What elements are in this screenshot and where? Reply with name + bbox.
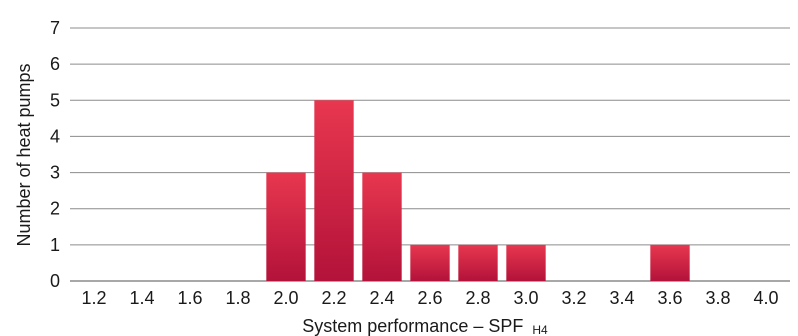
y-tick-label: 7 [50, 18, 60, 38]
x-tick-label: 3.6 [657, 288, 682, 308]
y-tick-label: 0 [50, 271, 60, 291]
x-tick-label: 2.8 [465, 288, 490, 308]
x-tick-label: 1.6 [177, 288, 202, 308]
x-tick-label: 1.8 [225, 288, 250, 308]
bar [458, 244, 498, 281]
x-tick-label: 3.2 [561, 288, 586, 308]
y-tick-label: 4 [50, 126, 60, 146]
y-tick-label: 2 [50, 199, 60, 219]
x-tick-label: 3.4 [609, 288, 634, 308]
y-tick-labels: 0 1 2 3 4 5 6 7 [50, 18, 60, 291]
y-tick-label: 6 [50, 54, 60, 74]
bar [410, 244, 450, 281]
x-tick-label: 3.8 [705, 288, 730, 308]
y-tick-label: 5 [50, 90, 60, 110]
gridlines [70, 27, 790, 282]
x-axis-label-subscript: H4 [532, 323, 548, 336]
x-tick-label: 2.2 [321, 288, 346, 308]
bar [314, 100, 354, 282]
x-axis-label-main: System performance – SPF [302, 316, 523, 336]
bar [650, 244, 690, 281]
x-tick-label: 1.4 [129, 288, 154, 308]
x-tick-label: 1.2 [81, 288, 106, 308]
x-tick-label: 2.4 [369, 288, 394, 308]
y-axis-label: Number of heat pumps [14, 63, 34, 246]
y-tick-label: 3 [50, 163, 60, 183]
x-tick-label: 2.0 [273, 288, 298, 308]
x-axis-label: System performance – SPF H4 [302, 316, 548, 336]
bar [362, 172, 402, 281]
y-tick-label: 1 [50, 235, 60, 255]
x-tick-label: 3.0 [513, 288, 538, 308]
bar [266, 172, 306, 281]
x-tick-labels: 1.2 1.4 1.6 1.8 2.0 2.2 2.4 2.6 2.8 3.0 3.2 3.4 3.6 3… [81, 288, 778, 308]
bar [506, 244, 546, 281]
bars [266, 100, 690, 282]
x-tick-label: 2.6 [417, 288, 442, 308]
x-tick-label: 4.0 [753, 288, 778, 308]
